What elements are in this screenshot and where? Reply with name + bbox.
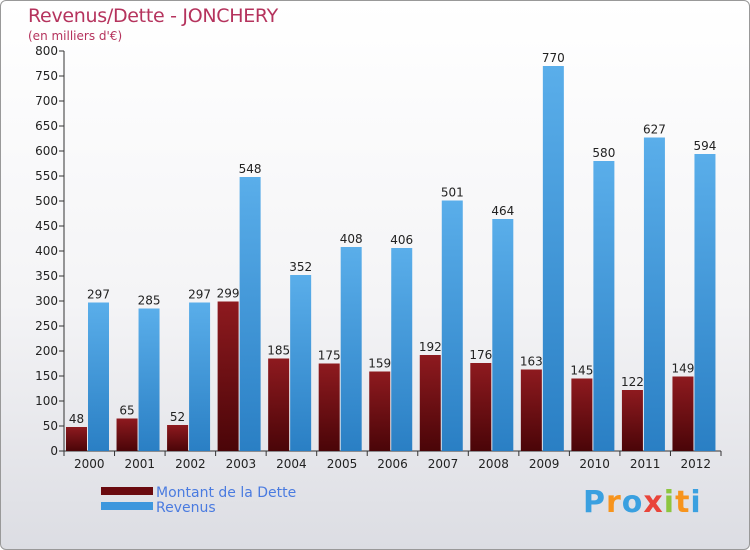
x-tick-label: 2002 [175, 457, 206, 471]
bar-revenus-2002 [189, 302, 211, 451]
y-tick-label: 800 [35, 44, 58, 58]
data-label-dette-2009: 163 [520, 355, 543, 369]
y-tick-label: 400 [35, 244, 58, 258]
data-label-dette-2002: 52 [170, 410, 185, 424]
y-tick-label: 350 [35, 269, 58, 283]
data-label-dette-2003: 299 [217, 287, 240, 301]
x-tick-label: 2003 [226, 457, 257, 471]
data-label-revenus-2003: 548 [239, 162, 262, 176]
y-tick-label: 50 [43, 419, 58, 433]
data-label-revenus-2008: 464 [491, 204, 514, 218]
y-tick-label: 550 [35, 169, 58, 183]
x-tick-label: 2012 [680, 457, 711, 471]
logo-letter: r [606, 485, 622, 520]
x-tick-label: 2004 [276, 457, 307, 471]
y-tick-label: 450 [35, 219, 58, 233]
bar-dette-2006 [369, 371, 391, 451]
data-label-revenus-2009: 770 [542, 51, 565, 65]
data-label-dette-2000: 48 [69, 412, 84, 426]
logo-letter: i [663, 485, 676, 520]
bar-revenus-2001 [138, 308, 160, 451]
data-label-dette-2012: 149 [672, 362, 695, 376]
bar-revenus-2003 [239, 177, 261, 451]
bar-dette-2011 [621, 390, 643, 451]
y-tick-label: 0 [50, 444, 58, 458]
data-label-revenus-2005: 408 [340, 232, 363, 246]
proxiti-logo: Proxiti [583, 485, 702, 520]
logo-letter: i [690, 485, 702, 520]
logo-letter: t [675, 485, 691, 520]
x-tick-label: 2008 [478, 457, 509, 471]
y-tick-label: 200 [35, 344, 58, 358]
bar-dette-2012 [672, 376, 694, 451]
y-tick-label: 250 [35, 319, 58, 333]
y-tick-label: 700 [35, 94, 58, 108]
data-label-dette-2001: 65 [119, 404, 134, 418]
chart-title: Revenus/Dette - JONCHERY [28, 5, 278, 27]
data-label-revenus-2010: 580 [592, 146, 615, 160]
x-tick-label: 2011 [630, 457, 661, 471]
bar-revenus-2010 [593, 161, 615, 451]
legend-swatch-revenus [101, 502, 153, 510]
data-label-dette-2008: 176 [469, 348, 492, 362]
data-label-revenus-2011: 627 [643, 123, 666, 137]
bar-dette-2000 [66, 427, 87, 451]
x-tick-label: 2000 [74, 457, 105, 471]
y-tick-label: 600 [35, 144, 58, 158]
y-tick-label: 100 [35, 394, 58, 408]
chart-subtitle: (en milliers d'€) [28, 29, 123, 43]
bar-revenus-2000 [88, 302, 109, 451]
bar-dette-2003 [217, 301, 239, 451]
data-label-dette-2005: 175 [318, 349, 341, 363]
legend-label-debt: Montant de la Dette [156, 485, 297, 501]
y-tick-label: 300 [35, 294, 58, 308]
y-tick-label: 500 [35, 194, 58, 208]
data-label-dette-2007: 192 [419, 340, 442, 354]
y-tick-label: 750 [35, 69, 58, 83]
data-label-dette-2006: 159 [368, 357, 391, 371]
x-tick-label: 2007 [428, 457, 459, 471]
x-tick-label: 2009 [529, 457, 560, 471]
bar-revenus-2011 [643, 137, 665, 451]
y-tick-label: 650 [35, 119, 58, 133]
bar-dette-2008 [470, 363, 492, 451]
data-label-revenus-2001: 285 [138, 294, 161, 308]
data-label-revenus-2012: 594 [694, 139, 717, 153]
data-label-revenus-2000: 297 [87, 288, 110, 302]
x-tick-label: 2010 [579, 457, 610, 471]
logo-letter: P [583, 485, 606, 520]
bar-revenus-2006 [391, 248, 413, 451]
bar-revenus-2012 [694, 154, 716, 451]
data-label-dette-2004: 185 [267, 344, 290, 358]
bar-dette-2004 [268, 358, 290, 451]
x-tick-label: 2001 [125, 457, 156, 471]
x-tick-label: 2005 [327, 457, 358, 471]
data-label-dette-2010: 145 [570, 364, 593, 378]
logo-letter: o [621, 485, 644, 520]
bar-dette-2007 [419, 355, 441, 451]
bar-dette-2001 [116, 418, 138, 451]
bar-dette-2010 [571, 378, 593, 451]
data-label-revenus-2002: 297 [188, 288, 211, 302]
data-label-dette-2011: 122 [621, 375, 644, 389]
bar-revenus-2007 [441, 200, 463, 451]
data-label-revenus-2006: 406 [390, 233, 413, 247]
bar-dette-2009 [520, 369, 542, 451]
y-tick-label: 150 [35, 369, 58, 383]
bar-revenus-2008 [492, 219, 514, 451]
bar-dette-2002 [167, 425, 189, 451]
data-label-revenus-2007: 501 [441, 186, 464, 200]
bar-revenus-2004 [290, 275, 312, 451]
logo-letter: x [643, 485, 664, 520]
legend-swatch-debt [101, 487, 153, 495]
bar-revenus-2005 [340, 247, 362, 451]
x-tick-label: 2006 [377, 457, 408, 471]
bar-revenus-2009 [542, 66, 564, 451]
bar-dette-2005 [318, 363, 340, 451]
legend-label-revenus: Revenus [156, 500, 216, 516]
data-label-revenus-2004: 352 [289, 260, 312, 274]
